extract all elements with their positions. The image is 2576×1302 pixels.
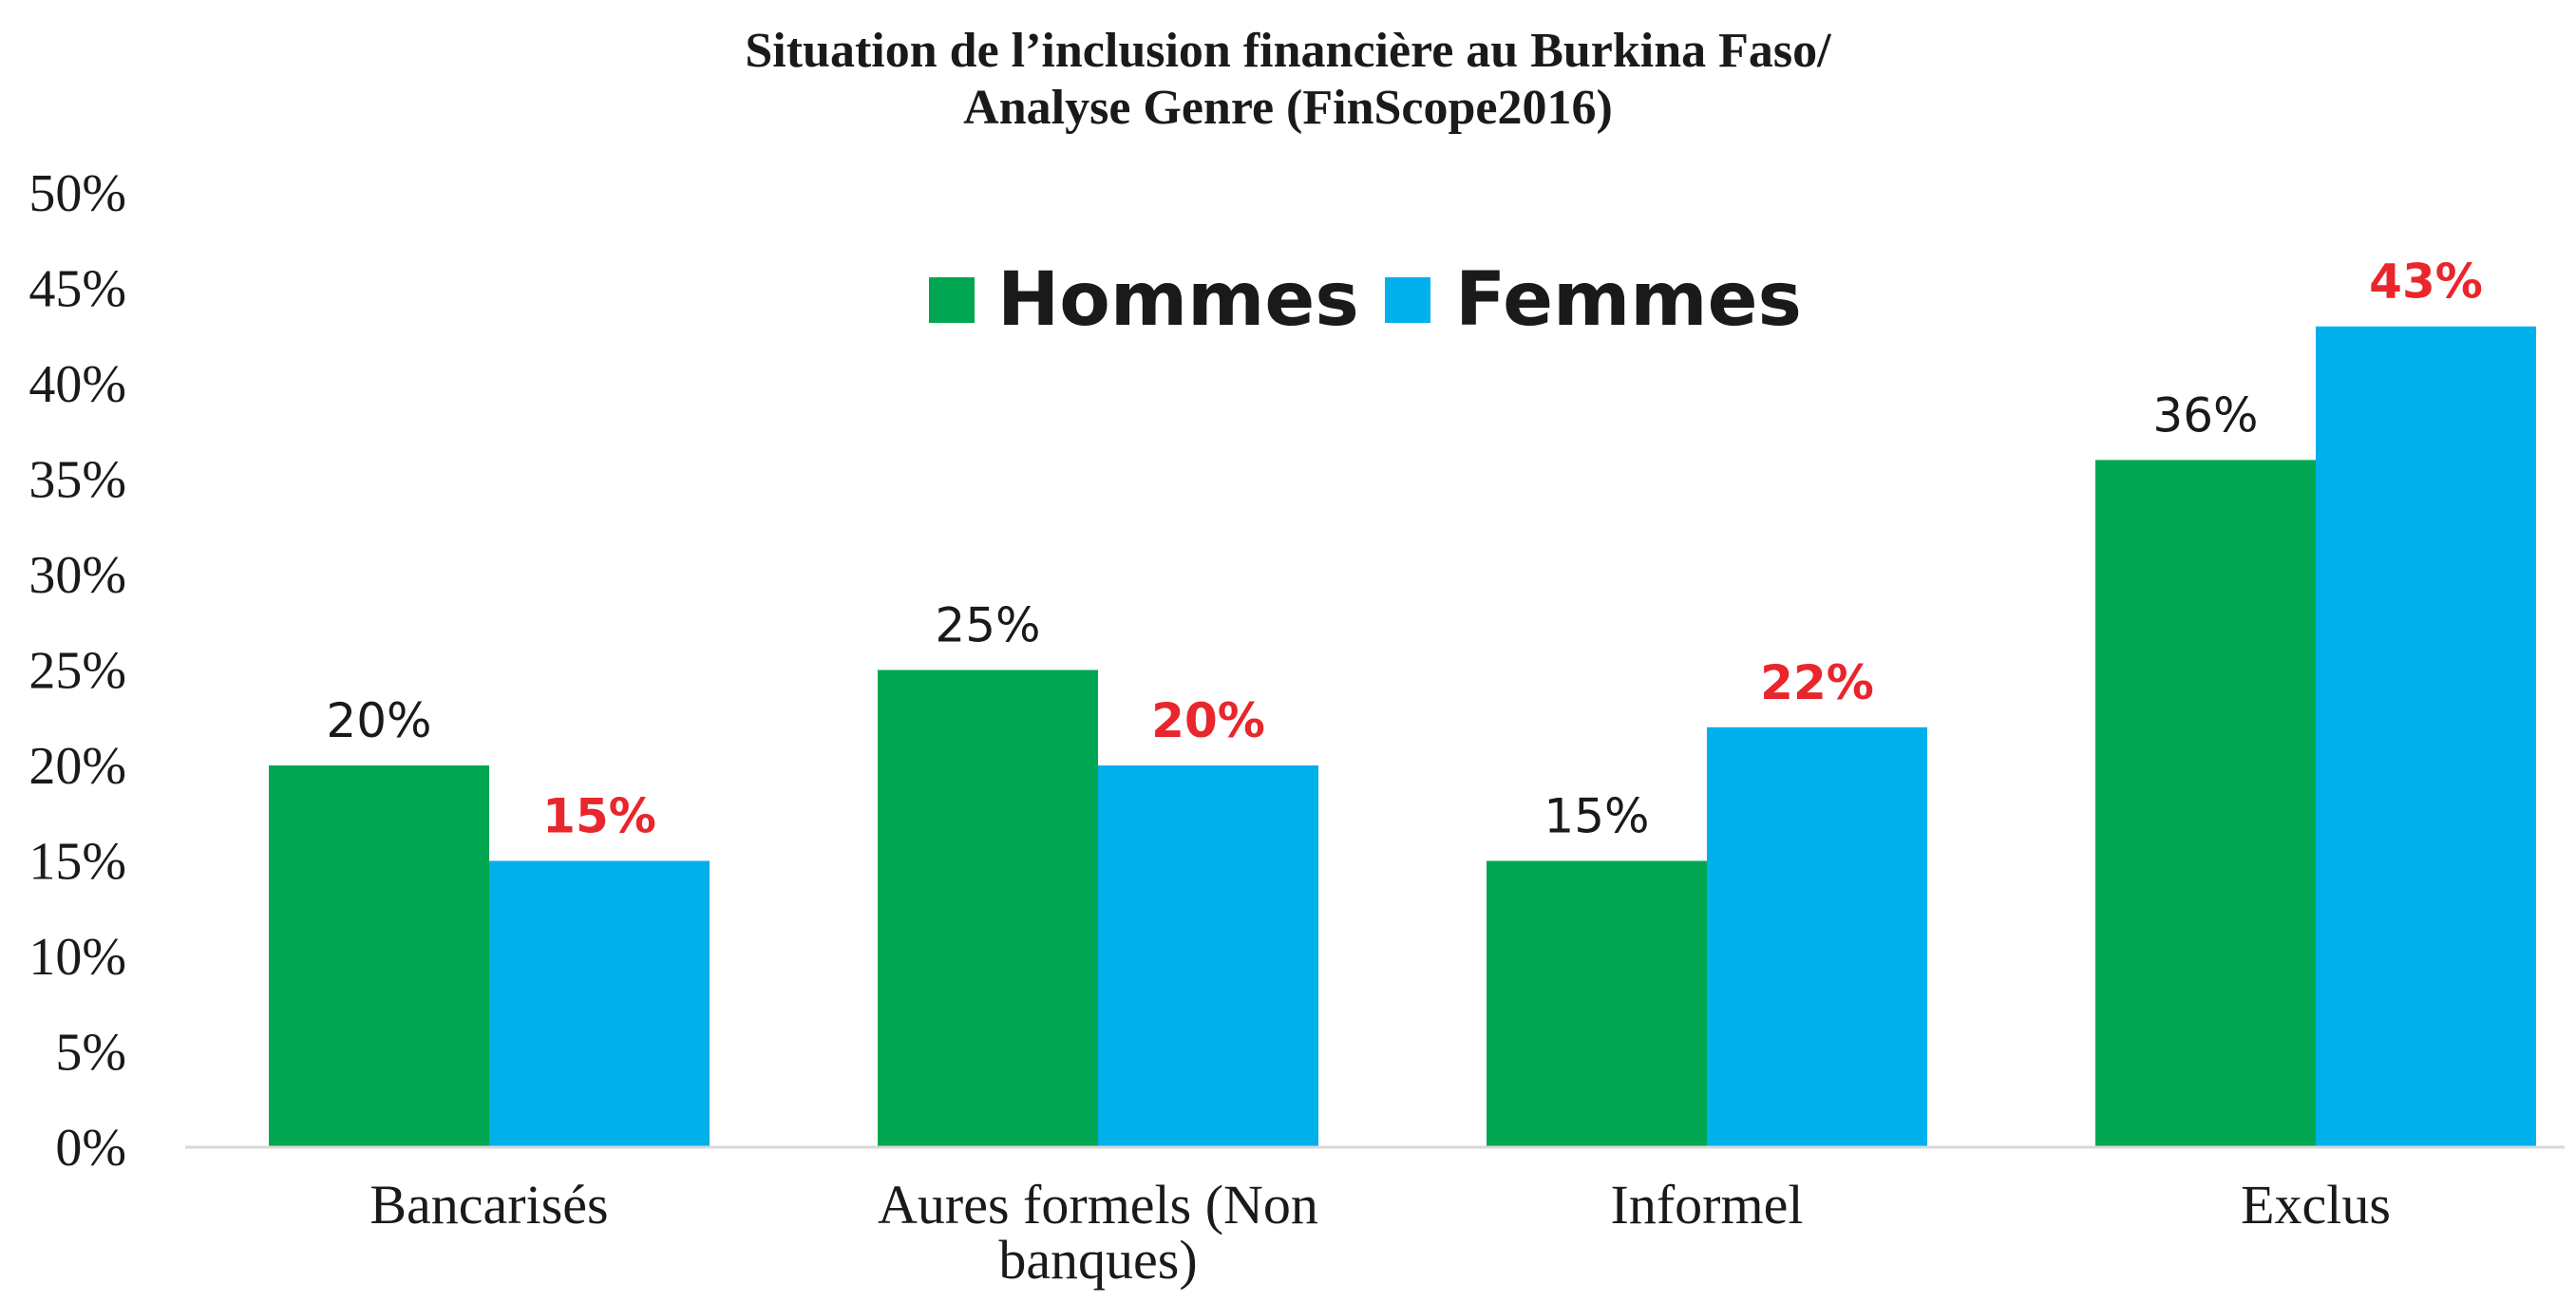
data-labels: 20% 15% 25% 20% 15% 22% 36% 43% [326,255,2482,844]
y-tick-label: 40% [28,355,126,414]
y-tick-label: 25% [28,642,126,701]
data-label-femmes: 15% [542,789,656,844]
x-tick-label: banques) [998,1229,1197,1291]
y-tick-label: 0% [55,1119,126,1178]
x-tick-label: Aures formels (Non [878,1174,1318,1236]
y-tick-label: 20% [28,737,126,796]
bar-hommes [269,765,489,1147]
data-label-hommes: 15% [1544,789,1649,844]
x-tick-label: Exclus [2241,1174,2391,1236]
bar-femmes [1707,726,1927,1147]
legend-swatch-femmes [1385,277,1430,323]
y-axis: 0% 5% 10% 15% 20% 25% 30% 35% 40% 45% 50% [28,164,126,1178]
data-label-femmes: 22% [1760,655,1874,710]
bars [269,326,2536,1147]
data-label-hommes: 20% [326,693,431,748]
chart-title: Situation de l’inclusion financière au B… [745,24,1831,135]
y-tick-label: 45% [28,260,126,319]
y-tick-label: 50% [28,164,126,223]
legend: Hommes Femmes [929,257,1802,343]
bar-hommes [878,670,1098,1147]
y-tick-label: 30% [28,546,126,605]
bar-hommes [1487,860,1707,1147]
y-tick-label: 10% [28,928,126,987]
y-tick-label: 15% [28,833,126,892]
data-label-hommes: 36% [2152,387,2258,443]
legend-label-hommes: Hommes [997,257,1359,343]
x-tick-label: Informel [1611,1174,1804,1236]
data-label-femmes: 20% [1151,693,1265,748]
chart-title-line-1: Situation de l’inclusion financière au B… [745,24,1831,78]
y-tick-label: 5% [55,1024,126,1083]
data-label-hommes: 25% [935,598,1040,653]
bar-femmes [489,860,710,1147]
bar-hommes [2095,460,2316,1147]
legend-label-femmes: Femmes [1455,257,1802,343]
bar-femmes [2316,326,2536,1147]
x-tick-label: Bancarisés [369,1174,608,1236]
y-tick-label: 35% [28,451,126,510]
data-label-femmes: 43% [2369,255,2483,310]
chart-title-line-2: Analyse Genre (FinScope2016) [963,81,1613,135]
legend-swatch-hommes [929,277,975,323]
bar-femmes [1098,765,1318,1147]
